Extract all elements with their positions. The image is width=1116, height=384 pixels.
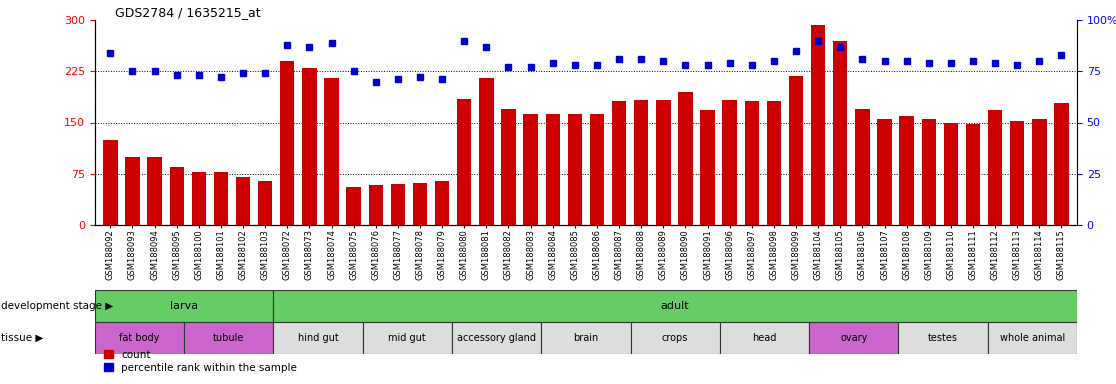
Text: testes: testes: [929, 333, 958, 343]
Bar: [192, 172, 206, 225]
Bar: [656, 100, 671, 225]
Bar: [103, 139, 117, 225]
Text: adult: adult: [661, 301, 690, 311]
Bar: [363, 322, 452, 354]
Bar: [877, 119, 892, 225]
Bar: [720, 322, 809, 354]
Text: GDS2784 / 1635215_at: GDS2784 / 1635215_at: [115, 6, 260, 19]
Bar: [789, 76, 804, 225]
Bar: [965, 124, 980, 225]
Text: head: head: [752, 333, 777, 343]
Bar: [546, 114, 560, 225]
Bar: [258, 180, 272, 225]
Bar: [501, 109, 516, 225]
Bar: [988, 110, 1002, 225]
Legend: count, percentile rank within the sample: count, percentile rank within the sample: [100, 345, 301, 377]
Bar: [235, 177, 250, 225]
Bar: [273, 290, 1077, 322]
Text: tubule: tubule: [213, 333, 244, 343]
Bar: [809, 322, 898, 354]
Bar: [679, 92, 693, 225]
Text: tissue ▶: tissue ▶: [1, 333, 44, 343]
Bar: [391, 184, 405, 225]
Text: fat body: fat body: [119, 333, 160, 343]
Bar: [1010, 121, 1024, 225]
Bar: [273, 322, 363, 354]
Bar: [325, 78, 339, 225]
Bar: [170, 167, 184, 225]
Bar: [899, 116, 914, 225]
Bar: [898, 322, 988, 354]
Bar: [435, 180, 450, 225]
Text: ovary: ovary: [840, 333, 867, 343]
Text: accessory gland: accessory gland: [458, 333, 536, 343]
Bar: [767, 101, 781, 225]
Bar: [479, 78, 493, 225]
Bar: [833, 40, 847, 225]
Bar: [368, 185, 383, 225]
Bar: [722, 100, 737, 225]
Bar: [612, 101, 626, 225]
Bar: [214, 172, 228, 225]
Bar: [125, 157, 140, 225]
Bar: [452, 322, 541, 354]
Bar: [1032, 119, 1047, 225]
Bar: [413, 183, 427, 225]
Text: hind gut: hind gut: [298, 333, 338, 343]
Bar: [568, 114, 583, 225]
Bar: [701, 110, 714, 225]
Bar: [523, 114, 538, 225]
Bar: [988, 322, 1077, 354]
Text: development stage ▶: development stage ▶: [1, 301, 114, 311]
Bar: [458, 99, 471, 225]
Bar: [744, 101, 759, 225]
Bar: [634, 100, 648, 225]
Bar: [855, 109, 869, 225]
Bar: [184, 322, 273, 354]
Bar: [95, 322, 184, 354]
Bar: [280, 61, 295, 225]
Text: larva: larva: [170, 301, 199, 311]
Bar: [346, 187, 360, 225]
Bar: [922, 119, 936, 225]
Bar: [147, 157, 162, 225]
Bar: [302, 68, 317, 225]
Text: crops: crops: [662, 333, 689, 343]
Bar: [541, 322, 631, 354]
Bar: [1055, 103, 1069, 225]
Bar: [944, 122, 958, 225]
Text: brain: brain: [574, 333, 598, 343]
Bar: [589, 114, 604, 225]
Bar: [631, 322, 720, 354]
Text: mid gut: mid gut: [388, 333, 426, 343]
Text: whole animal: whole animal: [1000, 333, 1065, 343]
Bar: [811, 25, 826, 225]
Bar: [95, 290, 273, 322]
